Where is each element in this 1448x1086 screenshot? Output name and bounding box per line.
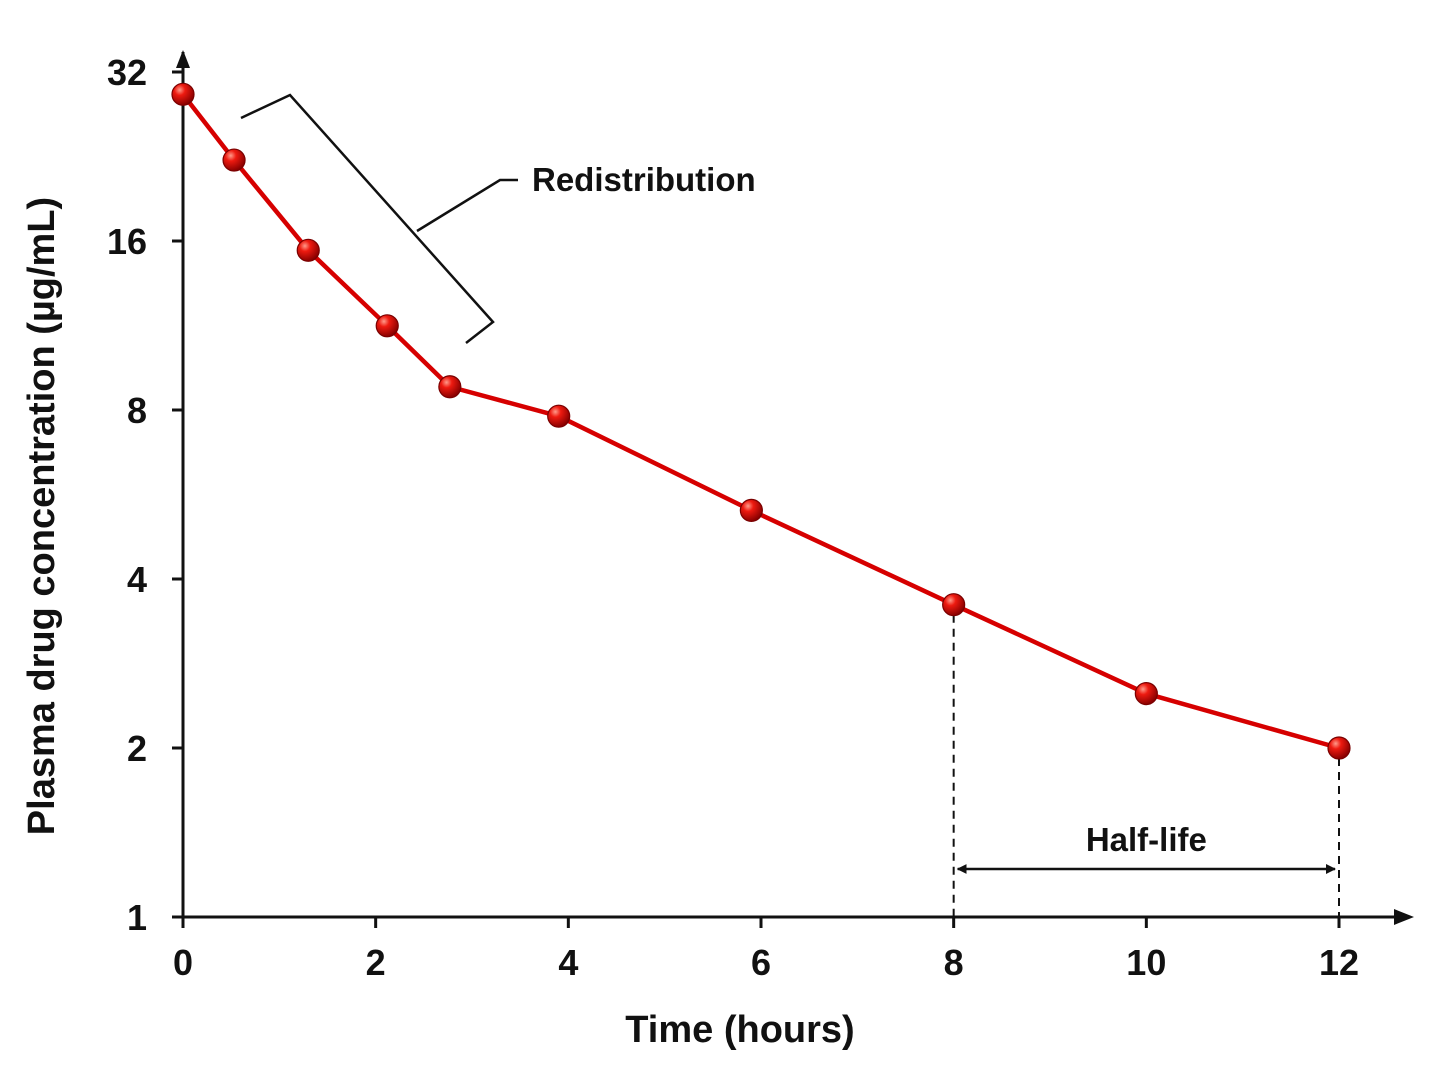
y-ticks: 1 2 4 8 16 32 (107, 52, 183, 938)
y-tick-label: 32 (107, 52, 147, 93)
data-point (171, 82, 195, 106)
y-tick-label: 1 (127, 897, 147, 938)
x-axis-title: Time (hours) (625, 1009, 854, 1051)
redistribution-label: Redistribution (532, 161, 756, 198)
series-line (180, 92, 1342, 751)
data-point (375, 314, 399, 338)
half-life-annotation: Half-life (952, 614, 1340, 917)
data-point (942, 593, 966, 617)
data-point (739, 498, 763, 522)
y-tick-label: 4 (127, 559, 147, 600)
x-ticks: 0 2 4 6 8 10 12 (173, 917, 1359, 983)
y-tick-label: 2 (127, 728, 147, 769)
data-point (547, 404, 571, 428)
y-tick-label: 16 (107, 221, 147, 262)
x-tick-label: 6 (751, 942, 771, 983)
half-life-label: Half-life (1086, 821, 1207, 858)
x-tick-label: 10 (1126, 942, 1166, 983)
x-tick-label: 8 (944, 942, 964, 983)
x-tick-label: 4 (558, 942, 578, 983)
data-point (296, 238, 320, 262)
x-tick-label: 12 (1319, 942, 1359, 983)
y-axis-arrow-icon (176, 50, 190, 68)
data-point (1134, 681, 1158, 706)
redistribution-leader (416, 178, 518, 233)
x-tick-label: 0 (173, 942, 193, 983)
y-tick-label: 8 (127, 390, 147, 431)
data-series (171, 82, 1351, 760)
data-point (438, 375, 462, 399)
x-tick-label: 2 (366, 942, 386, 983)
data-point (1327, 736, 1351, 760)
x-axis-arrow-icon (1394, 909, 1414, 925)
redistribution-annotation: Redistribution (240, 93, 756, 344)
data-point (222, 148, 246, 172)
redistribution-bracket (240, 93, 495, 344)
axes (176, 50, 1414, 925)
y-axis-title: Plasma drug concentration (µg/mL) (21, 197, 63, 835)
